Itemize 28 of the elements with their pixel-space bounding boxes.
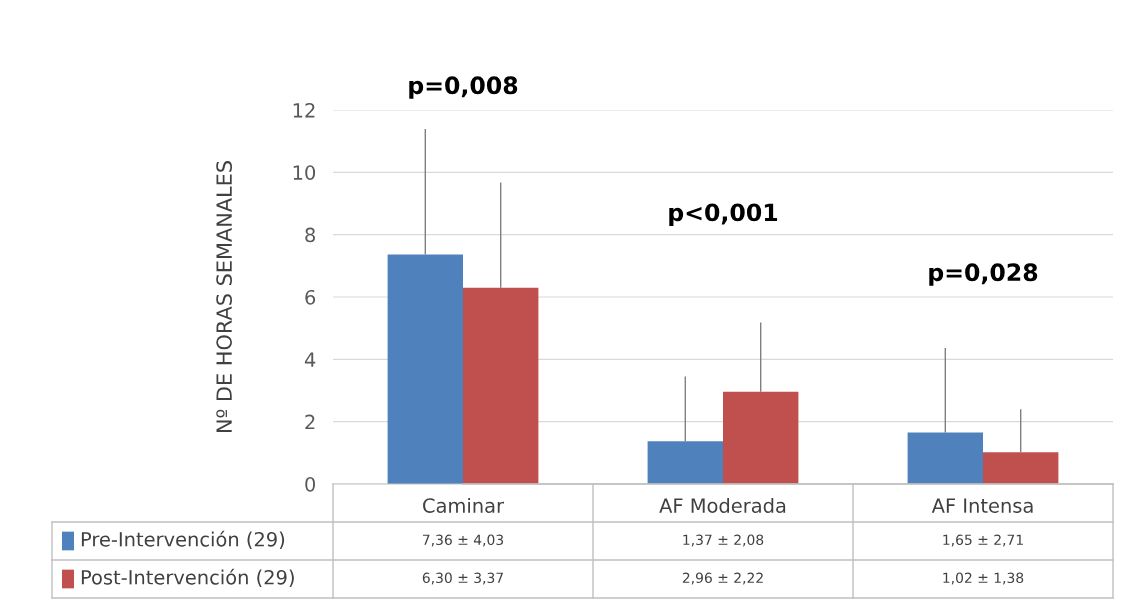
- bar: [387, 254, 463, 484]
- x-tick-label: AF Intensa: [931, 498, 1033, 513]
- y-tick-label: 4: [304, 352, 316, 367]
- legend-label: Post-Intervención (29): [81, 568, 294, 587]
- data-label: 1,02 ± 1,38: [943, 572, 1024, 585]
- data-label: 7,36 ± 4,03: [422, 534, 504, 547]
- legend-label: Pre-Intervención (29): [81, 530, 285, 549]
- y-tick-label: 10: [293, 165, 316, 180]
- data-label: 1,65 ± 2,71: [943, 534, 1023, 547]
- data-label: 2,96 ± 2,22: [682, 572, 763, 585]
- y-axis-title: Nº DE HORAS SEMANALES: [216, 161, 232, 433]
- data-label: 1,37 ± 2,08: [683, 534, 764, 547]
- annotation: p=0,028: [929, 263, 1038, 286]
- bar: [723, 391, 799, 484]
- x-tick-label: Caminar: [423, 497, 505, 513]
- bar: [983, 452, 1059, 484]
- text: p=0,008: [409, 76, 518, 99]
- y-tick-label: 6: [305, 289, 316, 305]
- y-tick-label: 8: [305, 227, 315, 243]
- y-tick-label: 2: [305, 414, 315, 430]
- bar: [907, 432, 983, 484]
- x-tick-label: AF Moderada: [659, 497, 786, 513]
- annotation: p<0,001: [669, 203, 778, 226]
- y-tick-label: 0: [305, 476, 316, 492]
- data-label: 6,30 ± 3,37: [422, 572, 503, 585]
- bar: [647, 441, 723, 484]
- bar: [463, 287, 539, 484]
- y-tick-label: 12: [293, 102, 315, 118]
